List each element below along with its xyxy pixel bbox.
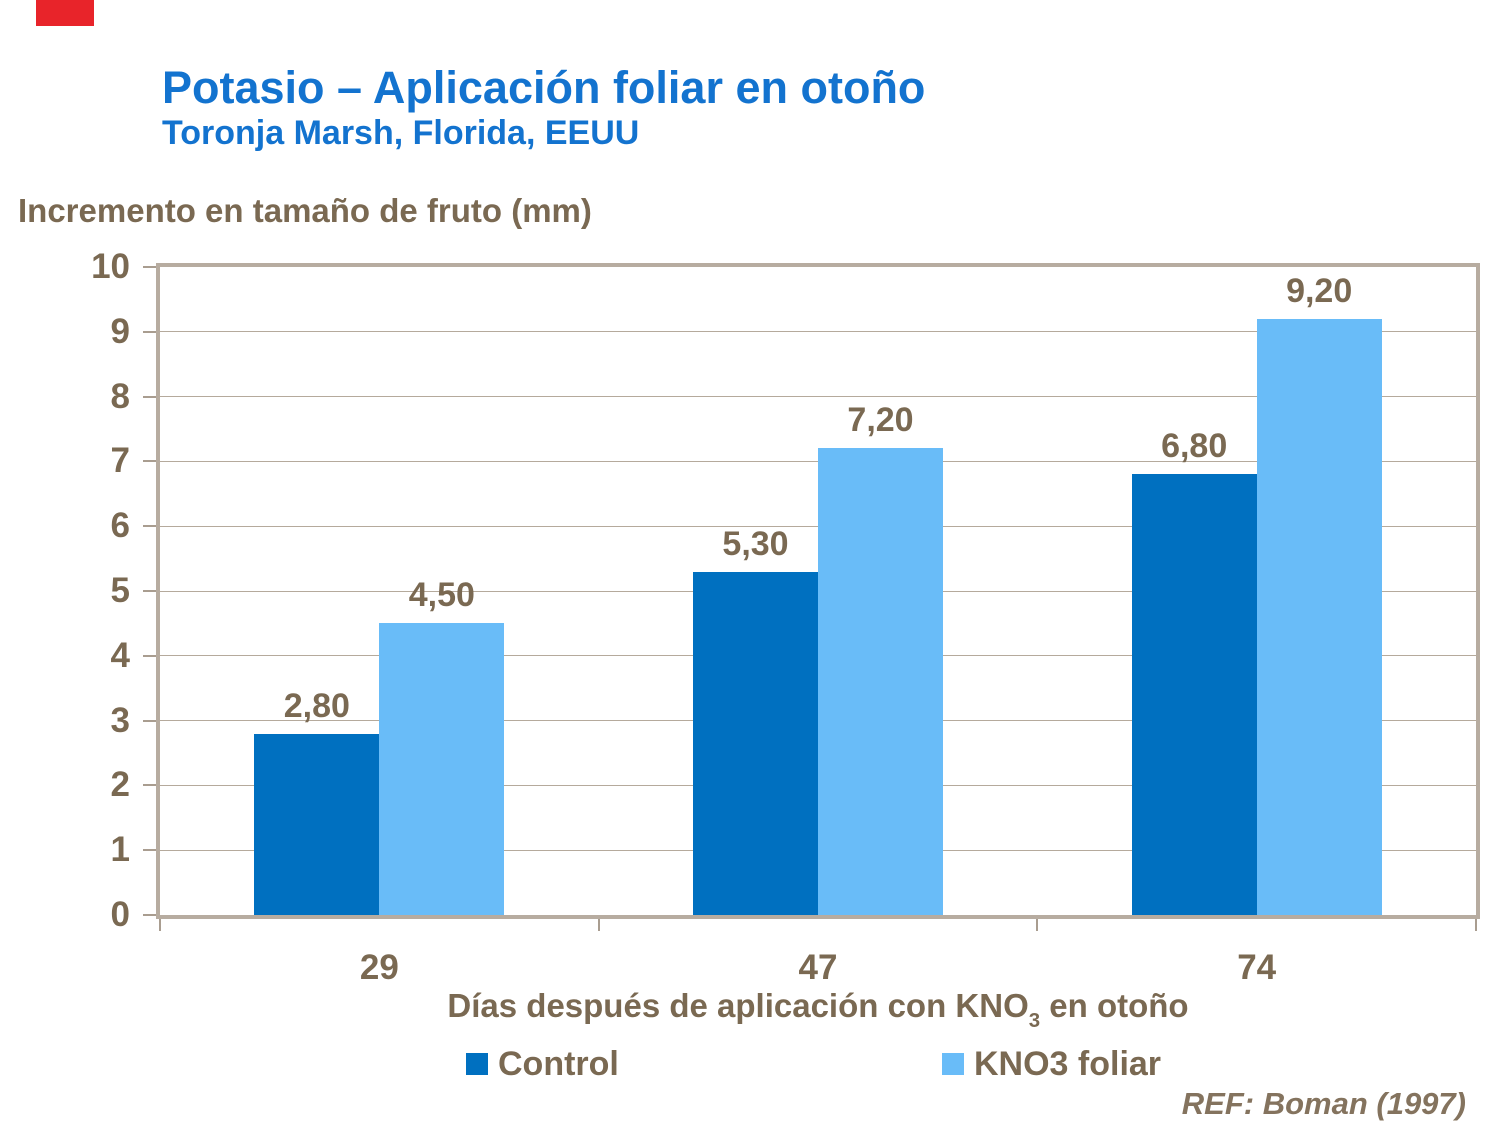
bar-value-label: 4,50 bbox=[408, 576, 475, 615]
y-axis-tick bbox=[143, 719, 156, 722]
x-category-label: 47 bbox=[798, 948, 838, 987]
x-axis-tick bbox=[159, 919, 161, 931]
y-axis-tick bbox=[143, 525, 156, 528]
y-tick-label: 6 bbox=[110, 506, 130, 546]
x-axis-title: Días después de aplicación con KNO3 en o… bbox=[156, 986, 1480, 1039]
red-corner-mark bbox=[36, 0, 94, 26]
y-axis-tick bbox=[143, 784, 156, 787]
bar-control bbox=[1131, 474, 1257, 915]
bar-control bbox=[254, 733, 380, 915]
x-axis-tick bbox=[1036, 919, 1039, 931]
reference-text: REF: Boman (1997) bbox=[1181, 1086, 1466, 1121]
y-axis-tick bbox=[143, 395, 156, 398]
y-axis-tick bbox=[143, 654, 156, 657]
gridline bbox=[160, 396, 1476, 398]
y-tick-label: 0 bbox=[110, 895, 130, 934]
y-tick-label: 7 bbox=[110, 441, 130, 481]
legend-label-kno3-foliar: KNO3 foliar bbox=[974, 1045, 1162, 1083]
bar-value-label: 7,20 bbox=[847, 401, 914, 440]
x-axis-tick bbox=[1475, 919, 1477, 931]
x-axis-title-suffix: en otoño bbox=[1040, 987, 1189, 1024]
legend-swatch-kno3-foliar bbox=[942, 1053, 964, 1075]
y-axis-tick bbox=[143, 849, 156, 852]
y-tick-label: 8 bbox=[110, 376, 130, 416]
y-tick-label: 10 bbox=[91, 247, 130, 286]
y-tick-label: 5 bbox=[110, 571, 130, 610]
legend-swatch-control bbox=[466, 1053, 488, 1075]
x-category-label: 29 bbox=[359, 948, 399, 987]
plot-area bbox=[156, 263, 1480, 919]
x-axis-title-text: Días después de aplicación con KNO bbox=[447, 987, 1029, 1024]
y-tick-label: 1 bbox=[110, 830, 130, 870]
y-axis-tick bbox=[143, 330, 156, 333]
kno3-subscript: 3 bbox=[1028, 1008, 1041, 1032]
legend-item-kno3-foliar: KNO3 foliar bbox=[942, 1044, 1161, 1084]
x-axis-tick bbox=[597, 919, 600, 931]
page-subtitle: Toronja Marsh, Florida, EEUU bbox=[162, 114, 640, 152]
y-axis-tick bbox=[143, 266, 156, 268]
y-tick-label: 9 bbox=[110, 311, 130, 351]
bar-value-label: 6,80 bbox=[1161, 427, 1228, 466]
bar-value-label: 9,20 bbox=[1286, 271, 1353, 310]
page-title: Potasio – Aplicación foliar en otoño bbox=[162, 62, 926, 113]
bar-kno3-foliar bbox=[1256, 318, 1382, 915]
y-axis-tick bbox=[143, 914, 156, 916]
bar-kno3-foliar bbox=[818, 448, 943, 915]
bar-kno3-foliar bbox=[379, 623, 505, 915]
bar-value-label: 5,30 bbox=[722, 524, 789, 563]
y-axis-tick bbox=[143, 460, 156, 463]
gridline bbox=[160, 331, 1476, 333]
legend-label-control: Control bbox=[498, 1045, 619, 1083]
y-tick-label: 2 bbox=[110, 765, 130, 805]
bar-control bbox=[693, 571, 818, 915]
y-tick-label: 4 bbox=[110, 635, 130, 675]
legend-item-control: Control bbox=[466, 1044, 619, 1084]
y-axis-tick bbox=[143, 590, 156, 592]
y-axis-title: Incremento en tamaño de fruto (mm) bbox=[18, 192, 592, 229]
y-tick-label: 3 bbox=[110, 700, 130, 740]
bar-value-label: 2,80 bbox=[283, 686, 350, 725]
x-category-label: 74 bbox=[1237, 948, 1277, 987]
